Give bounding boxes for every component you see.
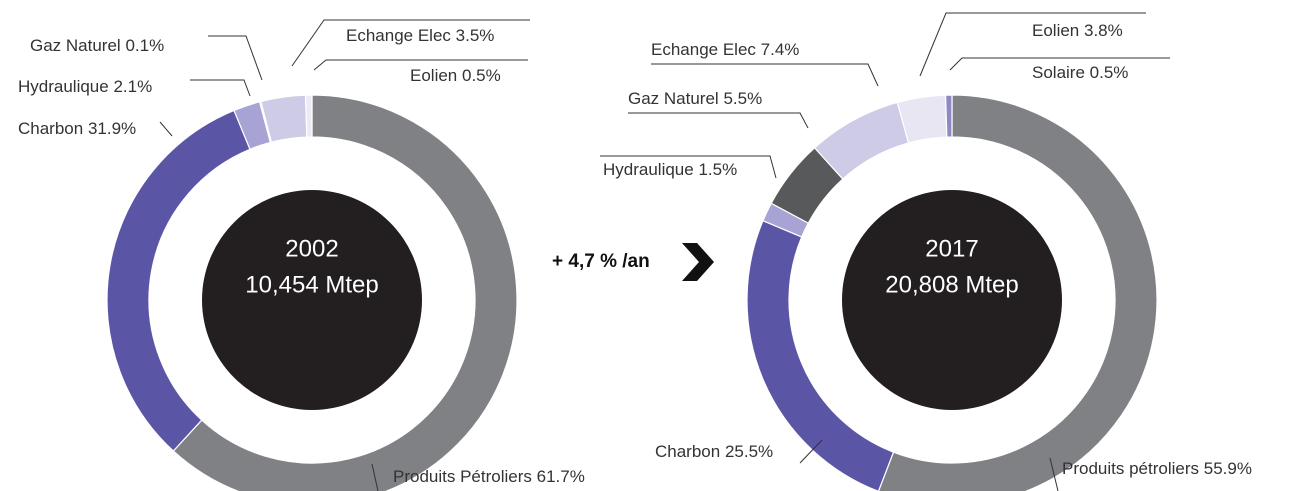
donut-segment xyxy=(304,94,313,138)
leader-line xyxy=(291,19,530,67)
leader-line xyxy=(651,63,879,87)
segment-label: Produits Pétroliers 61.7% xyxy=(393,467,585,486)
segment-value: 0.5% xyxy=(462,66,501,85)
leader-line xyxy=(371,463,379,491)
arrow xyxy=(682,243,714,281)
leader-line xyxy=(628,112,809,129)
leader-line xyxy=(313,59,528,71)
segment-value: 7.4% xyxy=(761,40,800,59)
segment-label: Echange Elec 7.4% xyxy=(651,40,799,59)
segment-name: Gaz Naturel xyxy=(30,36,121,55)
segment-value: 0.5% xyxy=(1090,63,1129,82)
leader-line xyxy=(799,439,823,464)
segment-label: Solaire 0.5% xyxy=(1032,63,1128,82)
segment-value: 61.7% xyxy=(537,467,585,486)
segment-value: 25.5% xyxy=(725,442,773,461)
leader-line xyxy=(1049,457,1059,491)
leader-line xyxy=(600,155,777,179)
segment-label: Hydraulique 1.5% xyxy=(603,160,737,179)
segment-value: 31.9% xyxy=(88,119,136,138)
segment-name: Solaire xyxy=(1032,63,1085,82)
segment-label: Gaz Naturel 0.1% xyxy=(30,36,164,55)
segment-label: Echange Elec 3.5% xyxy=(346,26,494,45)
segment-name: Eolien xyxy=(1032,21,1079,40)
segment-value: 1.5% xyxy=(698,160,737,179)
donut-segment xyxy=(944,94,953,138)
segment-name: Eolien xyxy=(410,66,457,85)
segment-name: Gaz Naturel xyxy=(628,89,719,108)
segment-name: Echange Elec xyxy=(346,26,451,45)
segment-name: Charbon xyxy=(18,119,83,138)
segment-label: Charbon 31.9% xyxy=(18,119,136,138)
donut-segment xyxy=(877,94,1158,491)
donut-segment xyxy=(172,94,518,491)
segment-value: 5.5% xyxy=(723,89,762,108)
center-disc xyxy=(202,190,422,410)
center-year: 2017 xyxy=(925,235,978,262)
leader-line xyxy=(208,35,263,81)
segment-value: 55.9% xyxy=(1204,459,1252,478)
center-total: 20,808 Mtep xyxy=(885,271,1018,298)
segment-value: 3.8% xyxy=(1084,21,1123,40)
center-year: 2002 xyxy=(285,235,338,262)
segment-label: Eolien 0.5% xyxy=(410,66,501,85)
segment-name: Hydraulique xyxy=(18,77,109,96)
segment-label: Charbon 25.5% xyxy=(655,442,773,461)
segment-label: Gaz Naturel 5.5% xyxy=(628,89,762,108)
segment-name: Produits Pétroliers xyxy=(393,467,532,486)
segment-value: 2.1% xyxy=(113,77,152,96)
segment-name: Hydraulique xyxy=(603,160,694,179)
segment-value: 0.1% xyxy=(125,36,164,55)
segment-label: Hydraulique 2.1% xyxy=(18,77,152,96)
leader-line xyxy=(159,121,173,137)
segment-value: 3.5% xyxy=(456,26,495,45)
segment-name: Charbon xyxy=(655,442,720,461)
segment-name: Produits pétroliers xyxy=(1062,459,1199,478)
segment-name: Echange Elec xyxy=(651,40,756,59)
center-total: 10,454 Mtep xyxy=(245,271,378,298)
leader-line xyxy=(949,57,1170,71)
growth-annotation: + 4,7 % /an xyxy=(552,251,650,272)
segment-label: Produits pétroliers 55.9% xyxy=(1062,459,1252,478)
leader-line xyxy=(919,12,1146,77)
leader-line xyxy=(190,79,251,97)
center-disc xyxy=(842,190,1062,410)
segment-label: Eolien 3.8% xyxy=(1032,21,1123,40)
